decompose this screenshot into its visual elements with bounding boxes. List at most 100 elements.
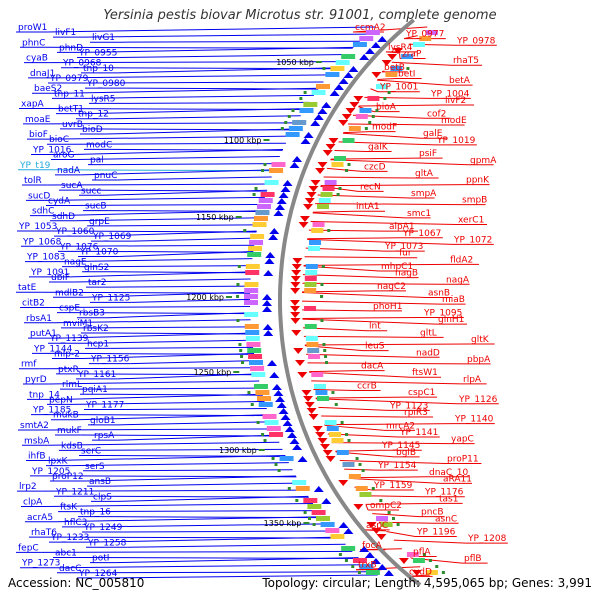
gene-label-yp-1140[interactable]: YP_1140 [454,415,494,425]
gene-label-psif[interactable]: psiF [419,149,437,159]
gene-label-pal[interactable]: pal [90,156,104,166]
gene-label-inta1[interactable]: intA1 [356,202,380,212]
gene-label-naga[interactable]: nagA [446,275,470,285]
gene-label-ptxr[interactable]: ptxR [58,365,79,375]
gene-label-hflc3[interactable]: hflC3 [64,518,87,528]
gene-label-mukb[interactable]: mukB [53,411,79,421]
gene-label-modc[interactable]: modC [86,140,112,150]
gene-label-smpb[interactable]: smpB [462,196,487,206]
gene-label-phoh1[interactable]: phoH1 [373,302,402,312]
gene-label-smpa[interactable]: smpA [411,189,437,199]
gene-label-phnc[interactable]: phnC [22,38,45,48]
gene-label-phnd[interactable]: phnD [59,43,83,53]
gene-label-xerc1[interactable]: xerC1 [458,216,484,226]
gene-label-prop12[interactable]: proP12 [52,472,84,482]
gene-label-yp-1060[interactable]: YP_1060 [55,227,95,237]
gene-label-cspc1[interactable]: cspC1 [408,388,435,398]
gene-label-clps[interactable]: clpS [93,492,112,502]
gene-label-yp-0968[interactable]: YP_0968 [62,59,102,69]
gene-label-asnc[interactable]: asnC [435,514,457,524]
gene-label-uvrb[interactable]: uvrB [62,120,83,130]
gene-label-tnp-10[interactable]: tnp_10 [83,64,114,74]
gene-label-recn[interactable]: recN [360,182,381,192]
gene-label-lysr4[interactable]: lysR4 [388,43,413,53]
gene-label-nagc2[interactable]: nagC2 [377,282,406,292]
gene-label-glns2[interactable]: glnS2 [84,263,109,273]
gene-label-pqia1[interactable]: pqiA1 [82,385,108,395]
gene-label-cydd[interactable]: cydD [409,567,432,577]
gene-label-yp-1073[interactable]: YP_1073 [384,242,423,252]
gene-label-kdsb[interactable]: kdsB [61,441,83,451]
gene-label-modf[interactable]: modF [372,123,397,133]
gene-label-yp-1072[interactable]: YP_1072 [453,235,492,245]
gene-label-livf2[interactable]: livF2 [445,96,466,106]
gene-label-yp-1177[interactable]: YP_1177 [85,401,124,411]
gene-label-cof2[interactable]: cof2 [427,109,446,119]
gene-label-arog[interactable]: aroG [53,151,75,161]
gene-label-yp-t19[interactable]: YP_t19 [19,161,51,171]
gene-label-yapc[interactable]: yapC [451,435,474,445]
gene-label-mukf[interactable]: mukF [57,426,82,436]
gene-label-sucd[interactable]: sucD [28,191,50,201]
gene-label-bioa[interactable]: bioA [376,103,397,113]
gene-label-tate[interactable]: tatE [18,283,37,293]
gene-label-lnt[interactable]: lnt [369,322,381,332]
gene-label-serc[interactable]: serC [81,446,101,456]
gene-label-sdhd[interactable]: sdhD [52,212,75,222]
gene-label-nage[interactable]: nagE [64,258,87,268]
gene-label-bioc[interactable]: bioC [49,135,69,145]
gene-label-galk[interactable]: galK [368,142,389,152]
gene-label-trxb[interactable]: trxB [358,561,377,571]
gene-label-sers[interactable]: serS [85,462,105,472]
gene-label-dnaj1[interactable]: dnaJ1 [30,69,55,79]
gene-label-yp-1070[interactable]: YP_1070 [79,247,119,257]
gene-label-yp-1161[interactable]: YP_1161 [77,370,116,380]
gene-label-cyda[interactable]: cydA [48,196,71,206]
gene-label-yp-1091[interactable]: YP_1091 [30,268,69,278]
gene-label-tnp-14[interactable]: tnp_14 [29,390,60,400]
gene-label-pfla[interactable]: pflA [413,547,431,557]
gene-label-yp-0979[interactable]: YP_0979 [49,74,89,84]
gene-label-rpir3[interactable]: rpiR3 [404,408,428,418]
gene-label-mdlb2[interactable]: mdlB2 [55,288,84,298]
gene-label-yp-1233[interactable]: YP_1233 [50,533,89,543]
gene-label-rbsb3[interactable]: rbsB3 [79,309,105,319]
gene-label-hcp1[interactable]: hcp1 [87,339,109,349]
gene-label-lpxk[interactable]: lpxK [48,457,69,467]
gene-label-mvim1[interactable]: mviM1 [63,319,93,329]
gene-label-puta1[interactable]: putA1 [30,329,57,339]
gene-label-yp-1053[interactable]: YP_1053 [18,222,57,232]
gene-label-yp-1076[interactable]: YP_1076 [59,242,99,252]
gene-label-yp-1083[interactable]: YP_1083 [26,253,65,263]
gene-label-cspe[interactable]: cspE [59,304,80,314]
gene-label-ppnk[interactable]: ppnK [466,176,490,186]
gene-label-rlpa[interactable]: rlpA [463,375,482,385]
gene-label-moae[interactable]: moaE [25,115,51,125]
gene-label-beti[interactable]: betI [398,69,415,79]
gene-label-pflb[interactable]: pflB [464,554,482,564]
gene-label-yp-1273[interactable]: YP_1273 [21,559,60,569]
gene-label-yp-1264[interactable]: YP_1264 [78,569,118,579]
gene-label-yp-1004[interactable]: YP_1004 [430,89,470,99]
gene-label-yp-1141[interactable]: YP_1141 [399,428,438,438]
gene-label-glta[interactable]: gltA [415,169,434,179]
gene-label-bett1[interactable]: betT1 [58,105,84,115]
gene-label-lrp2[interactable]: lrp2 [19,482,37,492]
gene-label-rbsk2[interactable]: rbsK2 [83,324,109,334]
gene-label-rhat6[interactable]: rhaT6 [31,528,57,538]
gene-label-ftsw1[interactable]: ftsW1 [412,368,438,378]
gene-label-xapa[interactable]: xapA [21,100,45,110]
gene-label-gltk[interactable]: gltK [471,335,490,345]
gene-label-ihfb[interactable]: ihfB [28,452,46,462]
gene-label-yp-1176[interactable]: YP_1176 [424,488,464,498]
gene-label-yp-1185[interactable]: YP_1185 [32,406,71,416]
gene-label-dnac-10[interactable]: dnaC_10 [429,468,468,478]
gene-label-gale[interactable]: galE [423,129,443,139]
gene-label-yp-1144[interactable]: YP_1144 [33,344,73,354]
gene-label-abc1[interactable]: abc1 [55,548,77,558]
gene-label-cyab[interactable]: cyaB [26,54,48,64]
gene-label-yp-1139[interactable]: YP_1139 [49,334,89,344]
gene-label-ftsk[interactable]: ftsK [60,503,78,513]
gene-label-grpe[interactable]: grpE [89,217,110,227]
gene-label-yp-1145[interactable]: YP_1145 [381,441,420,451]
